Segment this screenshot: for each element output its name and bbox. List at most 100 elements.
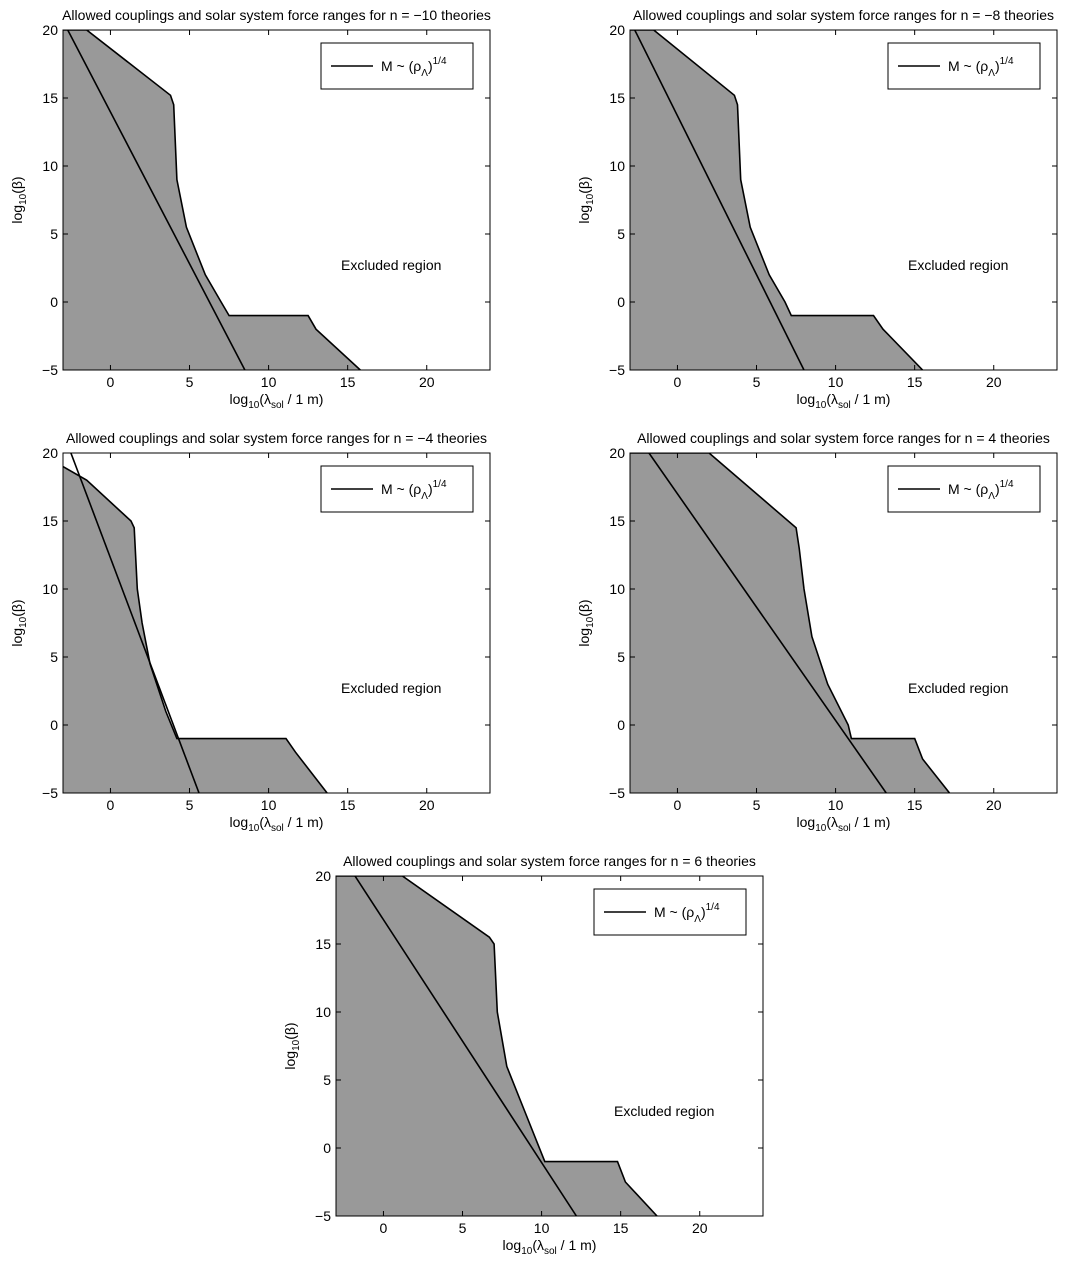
legend-label: M ~ (ρΛ)1/4	[381, 56, 447, 79]
y-tick-label: −5	[42, 362, 58, 378]
x-tick-label: 10	[261, 797, 277, 813]
region-boundary	[630, 30, 924, 370]
y-tick-label: 0	[50, 717, 58, 733]
y-tick-label: 5	[617, 226, 625, 242]
x-tick-label: 0	[674, 797, 682, 813]
axes-box	[62, 29, 491, 371]
y-tick-label: −5	[609, 785, 625, 801]
legend-label: M ~ (ρΛ)1/4	[654, 902, 720, 925]
x-tick-label: 5	[459, 1220, 467, 1236]
y-tick-label: 10	[42, 158, 58, 174]
legend: M ~ (ρΛ)1/4	[887, 465, 1041, 513]
annotation-excluded-region: Excluded region	[908, 680, 1008, 696]
x-tick-label: 15	[340, 797, 356, 813]
y-tick-label: 20	[609, 445, 625, 461]
y-tick-label: −5	[42, 785, 58, 801]
x-tick-label: 15	[613, 1220, 629, 1236]
x-tick-label: 20	[419, 374, 435, 390]
legend: M ~ (ρΛ)1/4	[320, 42, 474, 90]
y-tick-label: 5	[50, 226, 58, 242]
y-tick-label: 10	[315, 1004, 331, 1020]
allowed-region	[63, 466, 328, 793]
x-tick-label: 10	[828, 797, 844, 813]
allowed-region	[63, 30, 361, 370]
x-tick-label: 10	[534, 1220, 550, 1236]
legend-box	[320, 465, 474, 513]
chart-title: Allowed couplings and solar system force…	[343, 853, 756, 869]
axes-box	[335, 875, 764, 1217]
y-tick-label: 5	[323, 1072, 331, 1088]
y-axis-label: log10(β)	[576, 599, 596, 646]
chart-svg: 0 5 10 15 20 −5 0 5 10 15 20 Allowed couplings and …	[282, 853, 764, 1257]
x-tick-label: 15	[907, 374, 923, 390]
subplot-4: 0 5 10 15 20 −5 0 5 10 15 20 Allowed couplings and …	[567, 423, 1091, 846]
y-axis-label: log10(β)	[9, 599, 29, 646]
series-line-m-rho	[70, 453, 200, 793]
allowed-region	[336, 876, 657, 1216]
x-tick-label: 5	[186, 374, 194, 390]
subplot-5: 0 5 10 15 20 −5 0 5 10 15 20 Allowed couplings and …	[273, 846, 818, 1269]
region-boundary	[336, 876, 658, 1216]
chart-title: Allowed couplings and solar system force…	[66, 430, 487, 446]
y-tick-label: 15	[42, 90, 58, 106]
y-tick-label: 15	[315, 936, 331, 952]
annotation-excluded-region: Excluded region	[614, 1103, 714, 1119]
allowed-region	[630, 453, 950, 793]
region-boundary	[63, 465, 328, 793]
y-tick-label: 15	[42, 513, 58, 529]
series-line-m-rho	[354, 876, 578, 1216]
axes-box	[629, 29, 1058, 371]
x-axis-label: log10(λsol / 1 m)	[797, 391, 891, 411]
y-tick-label: −5	[315, 1208, 331, 1224]
x-tick-label: 0	[107, 797, 115, 813]
x-tick-label: 0	[674, 374, 682, 390]
x-tick-label: 5	[753, 374, 761, 390]
legend: M ~ (ρΛ)1/4	[887, 42, 1041, 90]
y-tick-label: 0	[323, 1140, 331, 1156]
y-axis-label: log10(β)	[576, 176, 596, 223]
chart-title: Allowed couplings and solar system force…	[637, 430, 1050, 446]
legend-label: M ~ (ρΛ)1/4	[948, 56, 1014, 79]
x-tick-label: 15	[907, 797, 923, 813]
x-tick-label: 0	[380, 1220, 388, 1236]
x-tick-label: 15	[340, 374, 356, 390]
y-tick-label: 20	[42, 445, 58, 461]
x-tick-label: 20	[419, 797, 435, 813]
series-line-m-rho	[67, 30, 246, 370]
subplot-2: 0 5 10 15 20 −5 0 5 10 15 20 Allowed couplings and …	[567, 0, 1091, 423]
subplot-3: 0 5 10 15 20 −5 0 5 10 15 20 Allowed couplings and …	[0, 423, 545, 846]
y-tick-label: 20	[42, 22, 58, 38]
y-tick-label: 0	[617, 294, 625, 310]
y-tick-label: 10	[609, 158, 625, 174]
region-boundary	[630, 453, 951, 793]
y-tick-label: 20	[315, 868, 331, 884]
y-axis-label: log10(β)	[282, 1022, 302, 1069]
x-tick-label: 5	[753, 797, 761, 813]
y-axis-label: log10(β)	[9, 176, 29, 223]
region-boundary	[63, 30, 361, 370]
y-tick-label: 20	[609, 22, 625, 38]
x-axis-label: log10(λsol / 1 m)	[230, 391, 324, 411]
legend: M ~ (ρΛ)1/4	[593, 888, 747, 936]
y-tick-label: 15	[609, 513, 625, 529]
annotation-excluded-region: Excluded region	[341, 680, 441, 696]
legend: M ~ (ρΛ)1/4	[320, 465, 474, 513]
series-line-m-rho	[648, 453, 887, 793]
annotation-excluded-region: Excluded region	[341, 257, 441, 273]
annotation-excluded-region: Excluded region	[908, 257, 1008, 273]
x-tick-label: 20	[986, 797, 1002, 813]
y-tick-label: 15	[609, 90, 625, 106]
legend-label: M ~ (ρΛ)1/4	[381, 479, 447, 502]
chart-title: Allowed couplings and solar system force…	[62, 7, 491, 23]
axes-box	[62, 452, 491, 794]
y-tick-label: 10	[42, 581, 58, 597]
x-tick-label: 20	[692, 1220, 708, 1236]
allowed-region	[630, 30, 923, 370]
x-tick-label: 10	[828, 374, 844, 390]
x-axis-label: log10(λsol / 1 m)	[230, 814, 324, 834]
